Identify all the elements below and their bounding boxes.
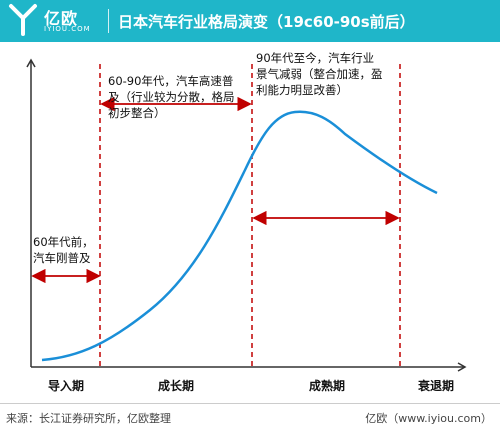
page-title: 日本汽车行业格局演变（19c60-90s前后）	[118, 13, 415, 31]
phase-label-3: 成熟期	[309, 378, 345, 393]
annotation-intro-line: 60年代前，	[33, 235, 94, 249]
logo-icon	[9, 4, 37, 36]
footer-divider	[0, 403, 500, 404]
annotation-mature: 90年代至今，汽车行业景气减弱（整合加速，盈利能力明显改善）	[256, 51, 383, 97]
annotation-growth-line: 及（行业较为分散，格局	[108, 90, 235, 104]
site-credit: 亿欧（www.iyiou.com）	[365, 412, 492, 425]
source-note: 来源：长江证券研究所，亿欧整理	[6, 412, 171, 425]
lifecycle-curve	[41, 110, 438, 362]
phase-label-1: 导入期	[48, 378, 84, 393]
logo-text: 亿欧	[44, 9, 79, 28]
annotation-intro: 60年代前， 汽车刚普及	[33, 235, 94, 265]
y-axis-arrowhead	[26, 58, 36, 68]
annotation-mature-line: 利能力明显改善）	[256, 83, 348, 97]
phase-label-4: 衰退期	[417, 378, 454, 393]
header-divider	[108, 9, 109, 33]
annotation-mature-line: 景气减弱（整合加速，盈	[256, 67, 383, 81]
annotation-growth-line: 初步整合）	[108, 106, 166, 120]
header-bar: 亿欧 IYIOU.COM 日本汽车行业格局演变（19c60-90s前后）	[0, 0, 500, 42]
logo-subtext: IYIOU.COM	[44, 25, 91, 33]
annotation-intro-line: 汽车刚普及	[33, 251, 91, 265]
annotation-mature-line: 90年代至今，汽车行业	[256, 51, 374, 65]
phase-label-2: 成长期	[158, 378, 194, 393]
annotation-growth: 60-90年代，汽车高速普及（行业较为分散，格局初步整合）	[108, 74, 235, 120]
chart: 60年代前， 汽车刚普及 60-90年代，汽车高速普及（行业较为分散，格局初步整合）…	[26, 51, 467, 393]
x-axis-arrowhead	[457, 362, 467, 372]
annotation-growth-line: 60-90年代，汽车高速普	[108, 74, 233, 88]
